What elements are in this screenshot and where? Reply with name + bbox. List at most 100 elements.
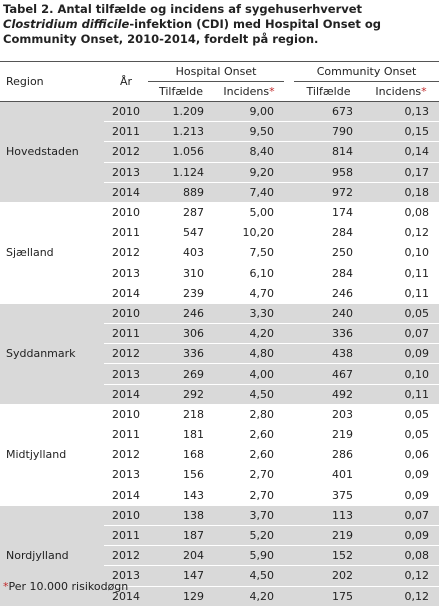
cell-ho-incidence: 7,40 xyxy=(214,182,285,203)
cell-ho-incidence: 2,80 xyxy=(214,404,285,426)
cell-co-incidence: 0,17 xyxy=(363,162,440,183)
table-row: 2012 336 4,80 438 0,09 xyxy=(0,343,440,365)
table-row: Syddanmark 2010 246 3,30 240 0,05 xyxy=(0,303,440,405)
header-community-onset: Community Onset xyxy=(294,61,440,82)
table-row: 2014 292 4,50 492 0,11 xyxy=(0,384,440,405)
header-row-groups: Region År Hospital Onset Community Onset xyxy=(0,61,440,88)
cell-ho-cases: 1.124 xyxy=(148,162,214,183)
cell-ho-cases: 889 xyxy=(148,182,214,203)
cell-ho-incidence: 10,20 xyxy=(214,222,285,244)
cell-co-incidence: 0,07 xyxy=(363,505,440,526)
cell-ho-cases: 269 xyxy=(148,363,214,385)
cell-ho-cases: 287 xyxy=(148,202,214,224)
cell-co-incidence: 0,05 xyxy=(363,404,440,426)
title-line-2: -infektion (CDI) med Hospital Onset og xyxy=(129,17,382,31)
cell-year: 2013 xyxy=(104,162,148,183)
cell-year: 2012 xyxy=(104,141,148,163)
cell-ho-incidence: 9,20 xyxy=(214,162,285,183)
table-row: 2011 187 5,20 219 0,09 xyxy=(0,525,440,547)
table-title: Tabel 2. Antal tilfælde og incidens af s… xyxy=(3,2,437,47)
cell-ho-incidence: 4,50 xyxy=(214,565,285,587)
cell-ho-incidence: 2,70 xyxy=(214,485,285,506)
table-row: 2012 403 7,50 250 0,10 xyxy=(0,242,440,264)
cell-co-cases: 219 xyxy=(294,424,364,446)
cell-year: 2012 xyxy=(104,343,148,365)
cell-ho-cases: 129 xyxy=(148,586,214,607)
cell-ho-cases: 147 xyxy=(148,565,214,587)
cell-co-cases: 113 xyxy=(294,505,364,526)
cell-ho-incidence: 4,20 xyxy=(214,586,285,607)
cell-co-cases: 375 xyxy=(294,485,364,506)
cell-co-incidence: 0,09 xyxy=(363,525,440,547)
cell-ho-incidence: 8,40 xyxy=(214,141,285,163)
cell-year: 2014 xyxy=(104,485,148,506)
table-row: 2013 269 4,00 467 0,10 xyxy=(0,363,440,385)
cell-co-incidence: 0,10 xyxy=(363,363,440,385)
header-co-cases: Tilfælde xyxy=(306,85,351,98)
cell-ho-cases: 310 xyxy=(148,263,214,284)
cell-co-cases: 790 xyxy=(294,121,364,143)
cell-year: 2012 xyxy=(104,444,148,466)
cell-ho-cases: 156 xyxy=(148,464,214,486)
cell-ho-incidence: 4,80 xyxy=(214,343,285,365)
cell-ho-incidence: 4,50 xyxy=(214,384,285,405)
cell-co-cases: 219 xyxy=(294,525,364,547)
cell-year: 2011 xyxy=(104,424,148,446)
cell-year: 2014 xyxy=(104,182,148,203)
cell-co-cases: 438 xyxy=(294,343,364,365)
cell-year: 2010 xyxy=(104,101,148,123)
cell-ho-incidence: 3,30 xyxy=(214,303,285,325)
cell-year: 2010 xyxy=(104,404,148,426)
cell-ho-incidence: 6,10 xyxy=(214,263,285,284)
cell-co-incidence: 0,09 xyxy=(363,485,440,506)
header-ho-incidence: Incidens* xyxy=(223,85,275,98)
cell-ho-incidence: 3,70 xyxy=(214,505,285,526)
table-row: 2013 310 6,10 284 0,11 xyxy=(0,263,440,284)
cell-year: 2010 xyxy=(104,303,148,325)
table-row: 2012 168 2,60 286 0,06 xyxy=(0,444,440,466)
cell-co-cases: 284 xyxy=(294,263,364,284)
cell-co-incidence: 0,07 xyxy=(363,323,440,345)
cell-co-cases: 174 xyxy=(294,202,364,224)
cell-ho-cases: 143 xyxy=(148,485,214,506)
cell-year: 2010 xyxy=(104,202,148,224)
cell-year: 2013 xyxy=(104,565,148,587)
cell-co-cases: 467 xyxy=(294,363,364,385)
footnote: *Per 10.000 risikodøgn xyxy=(3,580,128,593)
cell-co-cases: 286 xyxy=(294,444,364,466)
table-row: 2013 1.124 9,20 958 0,17 xyxy=(0,162,440,183)
cell-ho-incidence: 4,00 xyxy=(214,363,285,385)
table-row: 2013 147 4,50 202 0,12 xyxy=(0,565,440,587)
cell-ho-cases: 1.056 xyxy=(148,141,214,163)
cell-ho-cases: 547 xyxy=(148,222,214,244)
table-row: 2014 889 7,40 972 0,18 xyxy=(0,182,440,203)
table-row: 2012 204 5,90 152 0,08 xyxy=(0,545,440,567)
region-name: Hovedstaden xyxy=(0,101,104,203)
cell-co-cases: 250 xyxy=(294,242,364,264)
cell-ho-cases: 336 xyxy=(148,343,214,365)
cell-year: 2011 xyxy=(104,121,148,143)
cell-co-incidence: 0,12 xyxy=(363,222,440,244)
cell-co-cases: 492 xyxy=(294,384,364,405)
table-row: Nordjylland 2010 138 3,70 113 0,07 xyxy=(0,505,440,607)
cell-ho-cases: 246 xyxy=(148,303,214,325)
cell-co-cases: 814 xyxy=(294,141,364,163)
cell-year: 2011 xyxy=(104,222,148,244)
cell-co-incidence: 0,08 xyxy=(363,202,440,224)
footnote-asterisk: * xyxy=(3,580,9,593)
title-italic-organism: Clostridium difficile xyxy=(3,17,130,31)
cell-co-incidence: 0,05 xyxy=(363,303,440,325)
header-region: Region xyxy=(6,75,44,88)
cell-ho-incidence: 4,20 xyxy=(214,323,285,345)
cell-ho-cases: 181 xyxy=(148,424,214,446)
cell-ho-cases: 306 xyxy=(148,323,214,345)
cell-ho-cases: 292 xyxy=(148,384,214,405)
cell-co-incidence: 0,12 xyxy=(363,586,440,607)
region-name: Midtjylland xyxy=(0,404,104,506)
cell-ho-cases: 204 xyxy=(148,545,214,567)
cell-co-cases: 152 xyxy=(294,545,364,567)
cell-ho-incidence: 9,50 xyxy=(214,121,285,143)
cell-year: 2014 xyxy=(104,384,148,405)
cell-co-incidence: 0,18 xyxy=(363,182,440,203)
